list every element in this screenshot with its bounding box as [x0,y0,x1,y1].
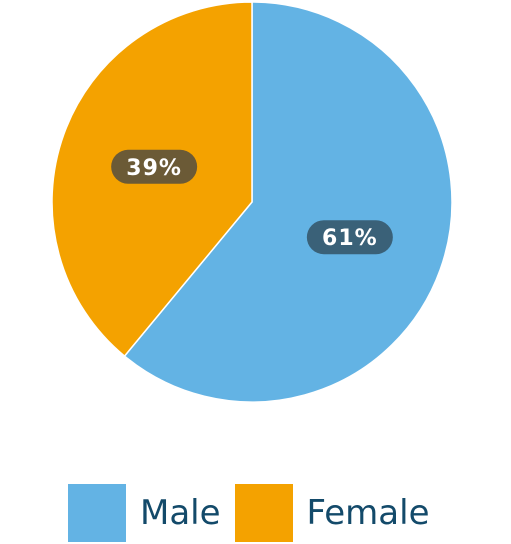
legend-label-female: Female [306,493,430,533]
legend-label-male: Male [140,493,221,533]
slice-labels: 61% 39% [111,149,393,255]
legend-swatch-male [68,484,126,542]
slice-label-text: 39% [126,156,182,181]
legend-item-female: Female [234,484,430,542]
pie-slices [51,1,453,403]
slice-label-female: 39% [111,149,198,184]
slice-label-bg [306,220,393,255]
legend-swatch-female [234,484,293,542]
legend: Male Female [68,484,443,542]
slice-label-bg [111,149,198,184]
pie-slice-male [123,1,453,403]
legend-item-male: Male [68,484,221,542]
slice-label-text: 61% [322,226,378,251]
slice-label-male: 61% [306,220,393,255]
